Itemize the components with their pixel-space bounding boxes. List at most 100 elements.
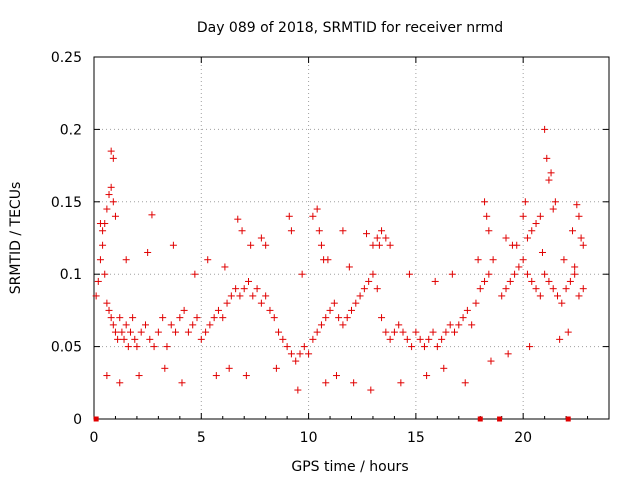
data-point	[232, 285, 240, 293]
data-point	[283, 343, 291, 351]
data-point	[519, 256, 527, 264]
data-point	[266, 306, 274, 314]
data-point	[481, 198, 489, 206]
data-point	[309, 212, 317, 220]
data-point	[223, 299, 231, 307]
data-point	[176, 314, 184, 322]
data-point	[219, 314, 227, 322]
data-point	[575, 292, 583, 300]
data-point	[144, 248, 152, 256]
data-point	[523, 270, 531, 278]
data-point	[485, 270, 493, 278]
data-point	[326, 306, 334, 314]
x-tick-label: 15	[407, 430, 425, 446]
data-point	[547, 169, 555, 177]
data-point	[202, 328, 210, 336]
data-point	[287, 227, 295, 235]
data-point	[504, 350, 512, 358]
data-point	[96, 220, 104, 228]
data-point	[541, 125, 549, 133]
data-point	[129, 314, 137, 322]
data-point	[543, 154, 551, 162]
y-tick-label: 0.15	[51, 195, 82, 211]
data-point	[575, 212, 583, 220]
data-point	[184, 328, 192, 336]
data-point	[455, 321, 463, 329]
data-point	[339, 321, 347, 329]
data-point	[560, 256, 568, 264]
data-point	[440, 364, 448, 372]
data-point	[279, 335, 287, 343]
data-point	[523, 234, 531, 242]
data-point	[468, 321, 476, 329]
zero-markers	[93, 416, 571, 422]
data-point	[528, 227, 536, 235]
data-point	[257, 299, 265, 307]
data-point	[461, 379, 469, 387]
data-point	[367, 386, 375, 394]
data-point	[562, 285, 570, 293]
data-point	[322, 379, 330, 387]
data-point	[107, 314, 115, 322]
y-axis-label: SRMTID / TECUs	[8, 182, 24, 295]
data-point	[485, 227, 493, 235]
data-point	[197, 335, 205, 343]
plot-frame	[93, 56, 610, 420]
data-point	[498, 292, 506, 300]
data-point	[236, 292, 244, 300]
data-point	[124, 343, 132, 351]
data-point	[386, 241, 394, 249]
data-point	[270, 314, 278, 322]
data-point	[352, 299, 360, 307]
data-point	[579, 285, 587, 293]
y-tick-label: 0.1	[60, 267, 82, 283]
data-point	[118, 328, 126, 336]
data-point	[99, 227, 107, 235]
data-point	[571, 263, 579, 271]
data-point	[131, 335, 139, 343]
data-point	[513, 241, 521, 249]
data-point	[390, 328, 398, 336]
x-tick-label: 0	[90, 430, 99, 446]
data-point	[275, 328, 283, 336]
data-point	[330, 299, 338, 307]
data-point	[348, 306, 355, 314]
data-point	[212, 372, 220, 380]
data-point	[148, 211, 156, 219]
data-point	[536, 212, 544, 220]
data-point	[363, 230, 371, 238]
data-point	[107, 147, 115, 155]
data-point	[146, 335, 154, 343]
data-point	[245, 277, 252, 285]
data-point	[412, 328, 420, 336]
data-point	[549, 285, 557, 293]
data-point	[566, 277, 574, 285]
data-point	[99, 241, 107, 249]
data-point	[378, 314, 386, 322]
data-point	[335, 314, 343, 322]
data-point	[191, 270, 199, 278]
data-point	[204, 256, 212, 264]
data-point	[481, 277, 489, 285]
data-point	[554, 292, 561, 300]
data-point	[178, 379, 186, 387]
data-point	[549, 205, 557, 213]
data-point	[163, 343, 171, 351]
data-point	[545, 277, 553, 285]
data-point	[350, 379, 358, 387]
data-point	[238, 227, 246, 235]
chart-title: Day 089 of 2018, SRMTID for receiver nrm…	[197, 20, 503, 36]
data-point	[459, 314, 467, 322]
data-point	[551, 198, 559, 206]
data-point	[416, 335, 424, 343]
data-point	[515, 263, 523, 271]
data-point	[161, 364, 169, 372]
data-point	[382, 328, 390, 336]
data-point	[397, 379, 405, 387]
data-point	[101, 270, 109, 278]
zero-marker	[93, 416, 99, 422]
data-point	[446, 321, 454, 329]
data-point	[474, 256, 482, 264]
data-point	[395, 321, 403, 329]
